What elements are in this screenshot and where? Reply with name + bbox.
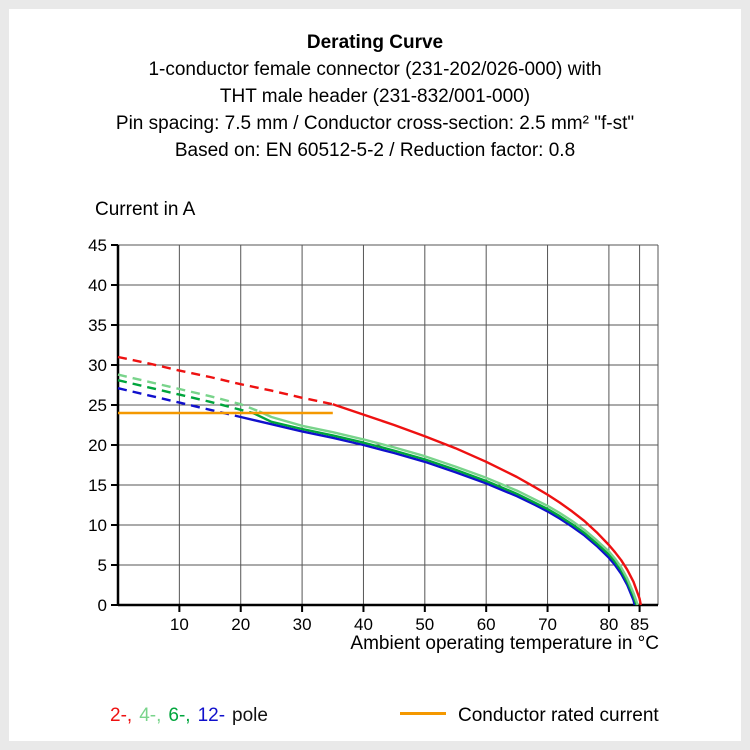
svg-text:20: 20 (231, 615, 250, 634)
legend-12-pole: 12- (197, 705, 226, 726)
svg-text:60: 60 (477, 615, 496, 634)
rated-current-legend: Conductor rated current (400, 705, 659, 727)
pole-count-legend: 2-, 4-, 6-, 12- pole (110, 705, 275, 727)
svg-text:5: 5 (98, 556, 107, 575)
svg-text:50: 50 (415, 615, 434, 634)
chart-subtitle-header: THT male header (231-832/001-000) (219, 86, 531, 107)
datasheet-page: Derating Curve 1-conductor female connec… (9, 9, 741, 741)
rated-current-label: Conductor rated current (458, 705, 659, 726)
svg-text:40: 40 (354, 615, 373, 634)
chart-header: Derating Curve 1-conductor female connec… (9, 29, 741, 164)
svg-text:20: 20 (88, 436, 107, 455)
svg-text:80: 80 (599, 615, 618, 634)
rated-current-line-sample (400, 712, 446, 716)
svg-text:35: 35 (88, 316, 107, 335)
svg-text:10: 10 (88, 516, 107, 535)
legend-pole-word: pole (232, 705, 268, 726)
svg-text:10: 10 (170, 615, 189, 634)
svg-text:15: 15 (88, 476, 107, 495)
svg-text:45: 45 (88, 236, 107, 255)
y-axis-title: Current in A (95, 199, 196, 220)
legend-2-pole: 2-, (110, 705, 133, 726)
chart-title: Derating Curve (306, 32, 444, 53)
legend-6-pole: 6-, (168, 705, 191, 726)
svg-text:0: 0 (98, 596, 107, 615)
svg-text:30: 30 (88, 356, 107, 375)
svg-text:70: 70 (538, 615, 557, 634)
derating-curve-chart: 10 20 30 40 50 60 70 80 85 0 5 10 15 20 25 30 35 40 45 (88, 236, 659, 634)
svg-text:40: 40 (88, 276, 107, 295)
svg-text:25: 25 (88, 396, 107, 415)
legend-4-pole: 4-, (139, 705, 162, 726)
chart-subtitle-spacing: Pin spacing: 7.5 mm / Conductor cross-se… (115, 113, 635, 134)
svg-text:85: 85 (630, 615, 649, 634)
chart-subtitle-standard: Based on: EN 60512-5-2 / Reduction facto… (174, 140, 576, 161)
x-axis-title: Ambient operating temperature in °C (350, 633, 659, 654)
chart-subtitle-connector: 1-conductor female connector (231-202/02… (148, 59, 602, 80)
svg-text:30: 30 (293, 615, 312, 634)
